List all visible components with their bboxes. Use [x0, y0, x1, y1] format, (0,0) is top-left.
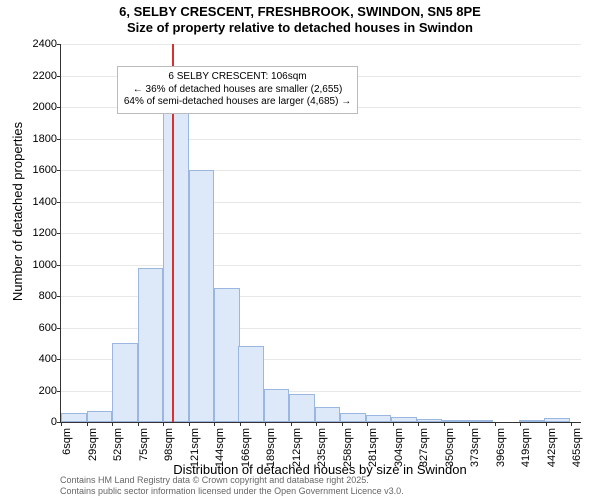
xtick-mark [240, 422, 241, 426]
histogram-bar [238, 346, 264, 422]
chart-subtitle: Size of property relative to detached ho… [0, 20, 600, 35]
ytick-label: 1000 [33, 259, 61, 271]
xtick-mark [546, 422, 547, 426]
gridline [61, 265, 581, 266]
ytick-label: 0 [51, 416, 61, 428]
ytick-label: 200 [39, 385, 61, 397]
chart-title: 6, SELBY CRESCENT, FRESHBROOK, SWINDON, … [0, 4, 600, 19]
ytick-label: 800 [39, 290, 61, 302]
y-axis-label: Number of detached properties [10, 0, 26, 422]
xtick-mark [291, 422, 292, 426]
histogram-bar [340, 413, 366, 422]
xtick-mark [189, 422, 190, 426]
annotation-line2: ← 36% of detached houses are smaller (2,… [124, 84, 351, 97]
xtick-mark [469, 422, 470, 426]
ytick-label: 1600 [33, 164, 61, 176]
ytick-label: 400 [39, 353, 61, 365]
xtick-mark [342, 422, 343, 426]
plot-area: 0200400600800100012001400160018002000220… [60, 44, 581, 423]
gridline [61, 202, 581, 203]
histogram-bar [87, 411, 113, 422]
xtick-label: 98sqm [163, 428, 175, 461]
xtick-mark [316, 422, 317, 426]
gridline [61, 233, 581, 234]
xtick-mark [61, 422, 62, 426]
histogram-bar [264, 389, 290, 422]
ytick-label: 600 [39, 322, 61, 334]
xtick-label: 29sqm [87, 428, 99, 461]
gridline [61, 44, 581, 45]
ytick-label: 2200 [33, 70, 61, 82]
xtick-mark [265, 422, 266, 426]
histogram-bar [519, 420, 545, 422]
ytick-label: 2400 [33, 38, 61, 50]
histogram-bar [214, 288, 240, 422]
ytick-label: 1800 [33, 133, 61, 145]
ytick-label: 2000 [33, 101, 61, 113]
footer-text: Contains HM Land Registry data © Crown c… [60, 475, 404, 497]
annotation-line3: 64% of semi-detached houses are larger (… [124, 96, 351, 109]
xtick-mark [214, 422, 215, 426]
histogram-bar [315, 407, 341, 422]
xtick-mark [138, 422, 139, 426]
xtick-mark [444, 422, 445, 426]
histogram-bar [544, 418, 570, 422]
xtick-mark [112, 422, 113, 426]
annotation-box: 6 SELBY CRESCENT: 106sqm ← 36% of detach… [117, 66, 358, 114]
xtick-mark [571, 422, 572, 426]
gridline [61, 139, 581, 140]
histogram-bar [112, 343, 138, 422]
histogram-bar [442, 420, 468, 422]
histogram-bar [138, 268, 164, 422]
xtick-mark [495, 422, 496, 426]
xtick-mark [418, 422, 419, 426]
xtick-mark [520, 422, 521, 426]
xtick-mark [163, 422, 164, 426]
xtick-mark [87, 422, 88, 426]
histogram-bar [417, 419, 443, 422]
xtick-mark [367, 422, 368, 426]
histogram-bar [391, 417, 417, 422]
xtick-label: 6sqm [61, 428, 73, 455]
annotation-line1: 6 SELBY CRESCENT: 106sqm [124, 71, 351, 84]
histogram-bar [163, 113, 189, 422]
histogram-bar [189, 170, 215, 422]
xtick-label: 52sqm [112, 428, 124, 461]
histogram-bar [61, 413, 87, 422]
ytick-label: 1400 [33, 196, 61, 208]
xtick-label: 75sqm [138, 428, 150, 461]
histogram-bar [366, 415, 392, 422]
xtick-mark [393, 422, 394, 426]
histogram-bar [468, 420, 494, 422]
histogram-bar [289, 394, 315, 422]
ytick-label: 1200 [33, 227, 61, 239]
gridline [61, 170, 581, 171]
